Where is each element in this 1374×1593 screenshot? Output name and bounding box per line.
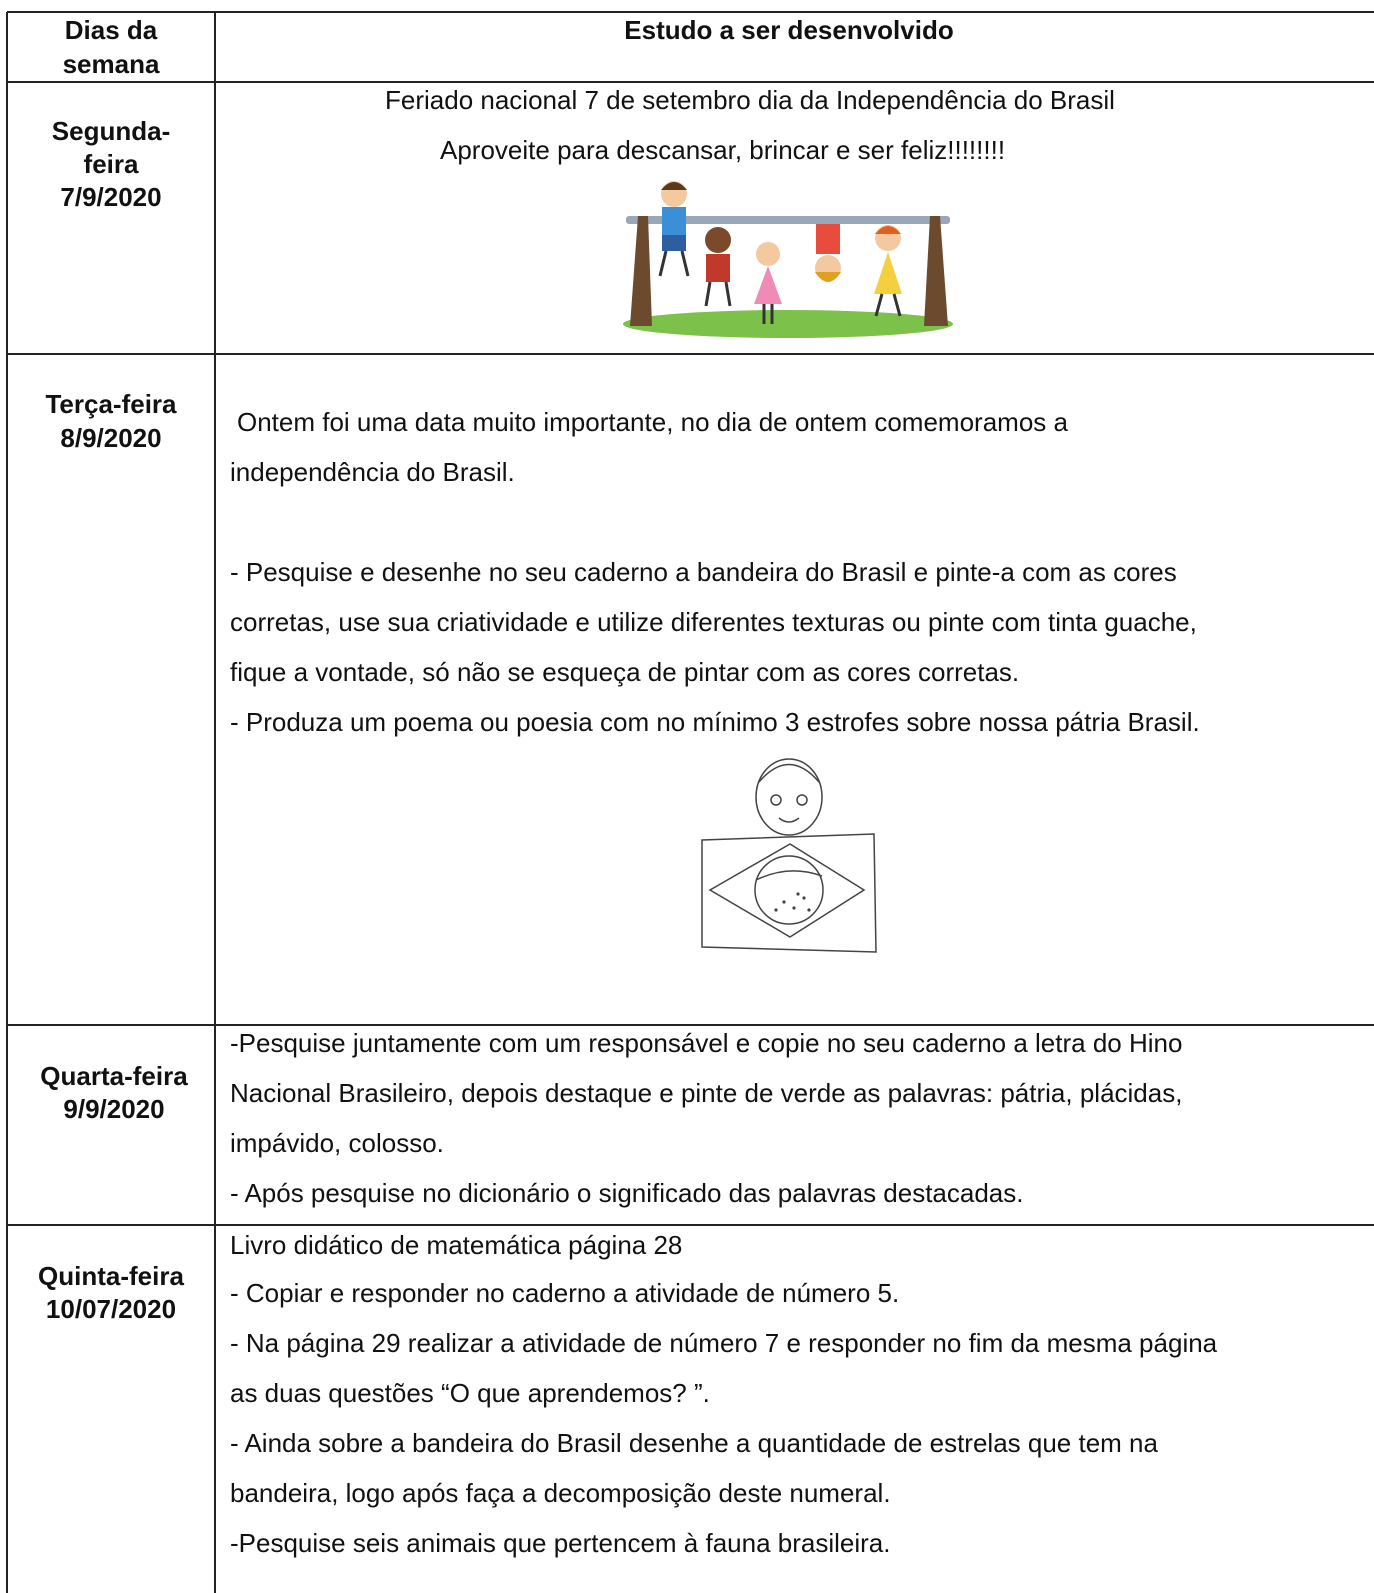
day-label: Segunda- <box>51 116 171 146</box>
header-cell: Dias da <box>64 15 158 45</box>
content-line: Ontem foi uma data muito importante, no … <box>237 407 1068 437</box>
content-line: impávido, colosso. <box>230 1128 444 1158</box>
content-line: Livro didático de matemática página 28 <box>230 1230 683 1260</box>
content-line: - Ainda sobre a bandeira do Brasil desen… <box>230 1428 1158 1458</box>
content-line: -Pesquise juntamente com um responsável … <box>230 1028 1183 1058</box>
border <box>7 1024 1374 1026</box>
content-line: independência do Brasil. <box>230 457 515 487</box>
content-line: - Copiar e responder no caderno a ativid… <box>230 1278 900 1308</box>
border <box>7 11 1374 13</box>
content-line: - Após pesquise no dicionário o signific… <box>230 1178 1024 1208</box>
day-label: 7/9/2020 <box>60 182 162 212</box>
day-label: feira <box>83 149 139 179</box>
flag-illustration <box>701 758 877 953</box>
border <box>6 12 8 1593</box>
border <box>214 12 216 1593</box>
border <box>7 81 1374 83</box>
border <box>7 353 1374 355</box>
content-line: - Produza um poema ou poesia com no míni… <box>230 707 1200 737</box>
content-line: fique a vontade, só não se esqueça de pi… <box>230 657 1020 687</box>
content-line: as duas questões “O que aprendemos? ”. <box>230 1378 710 1408</box>
day-label: 9/9/2020 <box>63 1094 165 1124</box>
header-cell: semana <box>62 49 160 79</box>
content-line: -Pesquise seis animais que pertencem à f… <box>230 1528 891 1558</box>
day-label: Terça-feira <box>45 389 177 419</box>
content-line: - Na página 29 realizar a atividade de n… <box>230 1328 1218 1358</box>
day-label: Quinta-feira <box>38 1261 184 1291</box>
day-label: 10/07/2020 <box>45 1294 177 1324</box>
content-line: Aproveite para descansar, brincar e ser … <box>440 135 1006 165</box>
content-line: Feriado nacional 7 de setembro dia da In… <box>385 85 1115 115</box>
content-line: - Pesquise e desenhe no seu caderno a ba… <box>230 557 1177 587</box>
content-line: bandeira, logo após faça a decomposição … <box>230 1478 891 1508</box>
header-cell: Estudo a ser desenvolvido <box>624 15 954 45</box>
day-label: 8/9/2020 <box>60 423 162 453</box>
kids-illustration <box>623 181 953 338</box>
content-line: corretas, use sua criatividade e utilize… <box>230 607 1197 637</box>
day-label: Quarta-feira <box>40 1061 188 1091</box>
border <box>7 1224 1374 1226</box>
content-line: Nacional Brasileiro, depois destaque e p… <box>230 1078 1183 1108</box>
